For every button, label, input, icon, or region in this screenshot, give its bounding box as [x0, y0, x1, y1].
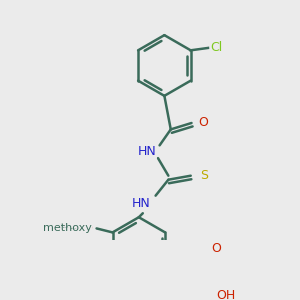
Text: methoxy: methoxy [63, 227, 69, 228]
Text: methoxy: methoxy [71, 228, 77, 229]
Text: methoxy: methoxy [71, 227, 77, 228]
Text: Cl: Cl [210, 41, 222, 54]
Text: methoxy: methoxy [43, 224, 92, 233]
Text: HN: HN [137, 145, 156, 158]
Text: S: S [200, 169, 208, 182]
Text: OH: OH [216, 289, 236, 300]
Text: HN: HN [132, 197, 151, 210]
Text: O: O [198, 116, 208, 130]
Text: O: O [82, 222, 92, 235]
Text: O: O [211, 242, 221, 255]
